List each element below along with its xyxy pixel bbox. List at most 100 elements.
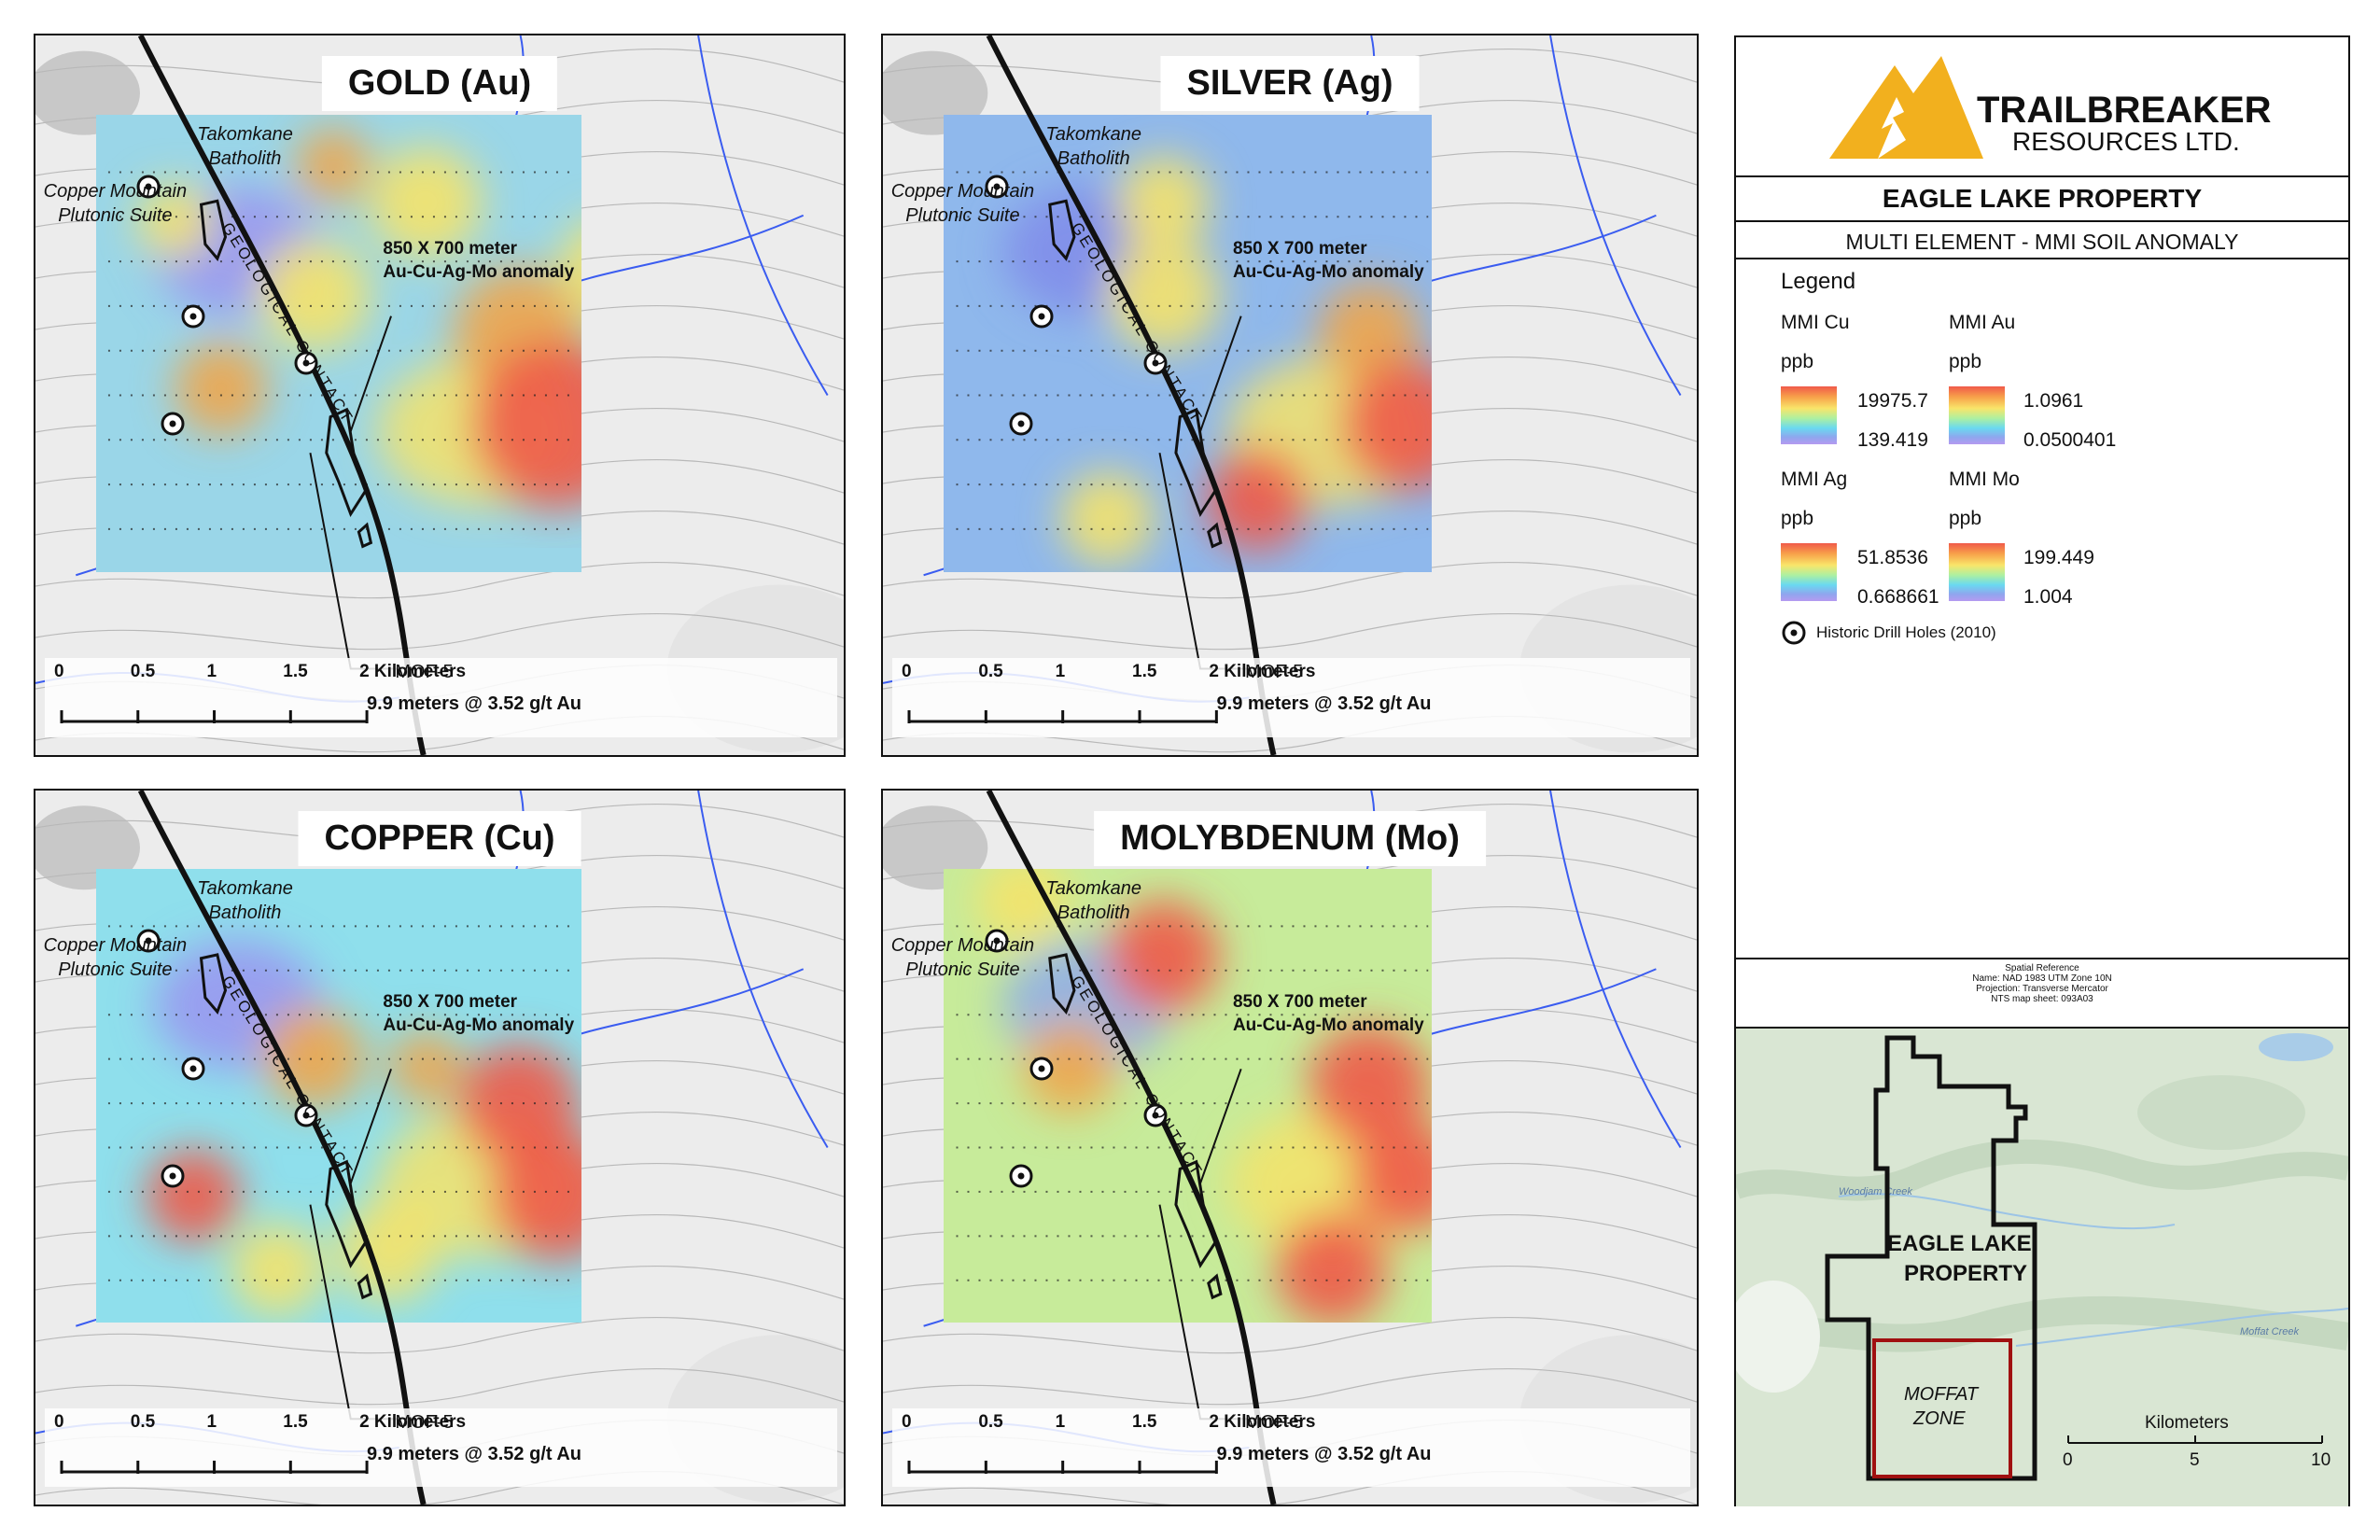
scale-tick-label: 2 Kilometers (359, 1411, 467, 1432)
scale-bar-graphic (60, 710, 369, 724)
mmi-ag-low: 0.668661 (1857, 586, 1939, 608)
scale-bar: 0 0.5 1 1.5 2 Kilometers (892, 1407, 1690, 1487)
drill-hole-icon (161, 1164, 185, 1188)
scale-bar: 0 0.5 1 1.5 2 Kilometers (45, 1407, 837, 1487)
scale-tick-label: 1 (206, 1411, 217, 1432)
trailbreaker-logo-icon (1829, 56, 1983, 159)
scale-tick-label: 1 (1055, 661, 1066, 681)
spatial-ref-name: Name: NAD 1983 UTM Zone 10N (1972, 973, 2112, 984)
mmi-mo-high: 199.449 (2023, 547, 2094, 568)
subtitle-row: MULTI ELEMENT - MMI SOIL ANOMALY (1736, 220, 2348, 259)
mmi-cu-low: 139.419 (1857, 429, 1928, 451)
drill-result: 9.9 meters @ 3.52 g/t Au (367, 1443, 582, 1464)
batholith-label: Takomkane Batholith (1045, 877, 1142, 923)
drill-result: 9.9 meters @ 3.52 g/t Au (367, 693, 582, 715)
mmi-mo-low: 1.004 (2023, 586, 2073, 608)
scale-tick-label: 1.5 (1132, 661, 1157, 681)
map-graphic (883, 35, 1697, 755)
drill-hole-icon (1143, 351, 1168, 375)
scale-tick-label: 0.5 (130, 661, 156, 681)
scale-bar: 0 0.5 1 1.5 2 Kilometers (45, 657, 837, 737)
scale-bar-graphic (907, 710, 1218, 724)
location-map-graphic: Woodjam Creek Moffat Creek EAGLE LAKE PR… (1736, 1029, 2348, 1506)
drill-hole-name: MOF-5 (395, 661, 454, 682)
scale-bar: 0 0.5 1 1.5 2 Kilometers (892, 657, 1690, 737)
mmi-cu-high: 19975.7 (1857, 390, 1928, 412)
anomaly-label: 850 X 700 meter Au-Cu-Ag-Mo anomaly (383, 992, 575, 1036)
eagle-lake-label-1: EAGLE LAKE (1887, 1231, 2032, 1256)
scale-bar-graphic (907, 1460, 1218, 1474)
mmi-au-ramp (1949, 386, 2005, 444)
copper-map-panel: COPPER (Cu) Takomkane Batholith Copper Mou… (34, 789, 846, 1506)
drill-hole-icon (1143, 1103, 1168, 1127)
scale-tick-label: 1.5 (1132, 1411, 1157, 1432)
moffat-zone-label-2: ZONE (1912, 1408, 1966, 1429)
drill-hole-icon (294, 351, 318, 375)
anomaly-label: 850 X 700 meter Au-Cu-Ag-Mo anomaly (1232, 238, 1424, 282)
scale-bar-graphic (60, 1460, 369, 1474)
location-scale-title: Kilometers (2145, 1413, 2229, 1433)
drill-holes-label: Historic Drill Holes (2010) (1816, 623, 1996, 641)
drill-result: 9.9 meters @ 3.52 g/t Au (1216, 693, 1432, 715)
drill-hole-icon (985, 929, 1009, 953)
scale-tick-label: 0 (54, 661, 64, 681)
mmi-mo-label: MMI Mo (1949, 469, 2020, 490)
spatial-reference: Spatial Reference Name: NAD 1983 UTM Zon… (1736, 958, 2348, 1023)
anomaly-label: 850 X 700 meter Au-Cu-Ag-Mo anomaly (1232, 992, 1424, 1036)
moffat-zone-label-1: MOFFAT (1904, 1384, 1980, 1405)
mmi-cu-ramp (1781, 386, 1837, 444)
drill-hole-icon (181, 304, 205, 329)
mmi-au-label: MMI Au (1949, 312, 2016, 333)
scale-tick-label: 1.5 (283, 1411, 308, 1432)
spatial-ref-nts: NTS map sheet: 093A03 (1991, 994, 2093, 1004)
mmi-au-high: 1.0961 (2023, 390, 2084, 412)
drill-hole-icon (294, 1103, 318, 1127)
drill-hole-icon (136, 929, 161, 953)
map-graphic (883, 791, 1697, 1505)
drill-hole-icon (1029, 1057, 1054, 1081)
plutonic-suite-label: Copper Mountain Plutonic Suite (890, 935, 1035, 980)
batholith-label: Takomkane Batholith (197, 877, 293, 923)
plutonic-suite-label: Copper Mountain Plutonic Suite (43, 935, 188, 980)
map-graphic (35, 791, 844, 1505)
scale-tick-label: 1 (1055, 1411, 1066, 1432)
company-subtitle: RESOURCES LTD. (2012, 127, 2240, 156)
gold-map-panel: GOLD (Au) Takomkane Batholith Copper Mount… (34, 34, 846, 757)
drill-hole-icon (1009, 1164, 1033, 1188)
property-title-row: EAGLE LAKE PROPERTY (1736, 175, 2348, 222)
mmi-cu-unit: ppb (1781, 351, 1814, 372)
spatial-ref-title: Spatial Reference (2005, 963, 2079, 973)
scale-tick-label: 2 Kilometers (1209, 1411, 1316, 1432)
drill-hole-icon (1009, 412, 1033, 436)
mmi-au-low: 0.0500401 (2023, 429, 2117, 451)
batholith-label: Takomkane Batholith (197, 123, 293, 169)
mmi-ag-ramp (1781, 543, 1837, 601)
creek-1-label: Woodjam Creek (1839, 1186, 1912, 1197)
mmi-mo-unit: ppb (1949, 508, 1982, 529)
location-scale-5: 5 (2190, 1450, 2200, 1470)
scale-tick-label: 2 Kilometers (359, 661, 467, 681)
location-scale-10: 10 (2311, 1450, 2331, 1470)
scale-tick-label: 0.5 (978, 1411, 1003, 1432)
batholith-label: Takomkane Batholith (1045, 123, 1142, 169)
legend-panel: TRAILBREAKER RESOURCES LTD. EAGLE LAKE P… (1734, 35, 2350, 1506)
legend-divider (1736, 258, 2348, 259)
eagle-lake-label-2: PROPERTY (1904, 1261, 2027, 1286)
anomaly-label: 850 X 700 meter Au-Cu-Ag-Mo anomaly (383, 238, 575, 282)
map-graphic (35, 35, 844, 755)
drill-result: 9.9 meters @ 3.52 g/t Au (1216, 1443, 1432, 1464)
drill-hole-icon (161, 412, 185, 436)
scale-tick-label: 2 Kilometers (1209, 661, 1316, 681)
property-title: EAGLE LAKE PROPERTY (1882, 184, 2203, 213)
plutonic-suite-label: Copper Mountain Plutonic Suite (890, 181, 1035, 227)
scale-tick-label: 1 (206, 661, 217, 681)
mmi-cu-label: MMI Cu (1781, 312, 1850, 333)
map-title: MOLYBDENUM (Mo) (1094, 811, 1486, 866)
company-name: TRAILBREAKER (1977, 90, 2272, 131)
mmi-ag-label: MMI Ag (1781, 469, 1848, 490)
scale-tick-label: 0 (902, 1411, 912, 1432)
molybdenum-map-panel: MOLYBDENUM (Mo) Takomkane Batholith Copper… (881, 789, 1699, 1506)
drill-hole-name: MOF-5 (1245, 661, 1304, 682)
drill-hole-name: MOF-5 (1245, 1411, 1304, 1433)
silver-map-panel: SILVER (Ag) Takomkane Batholith Copper Mou… (881, 34, 1699, 757)
